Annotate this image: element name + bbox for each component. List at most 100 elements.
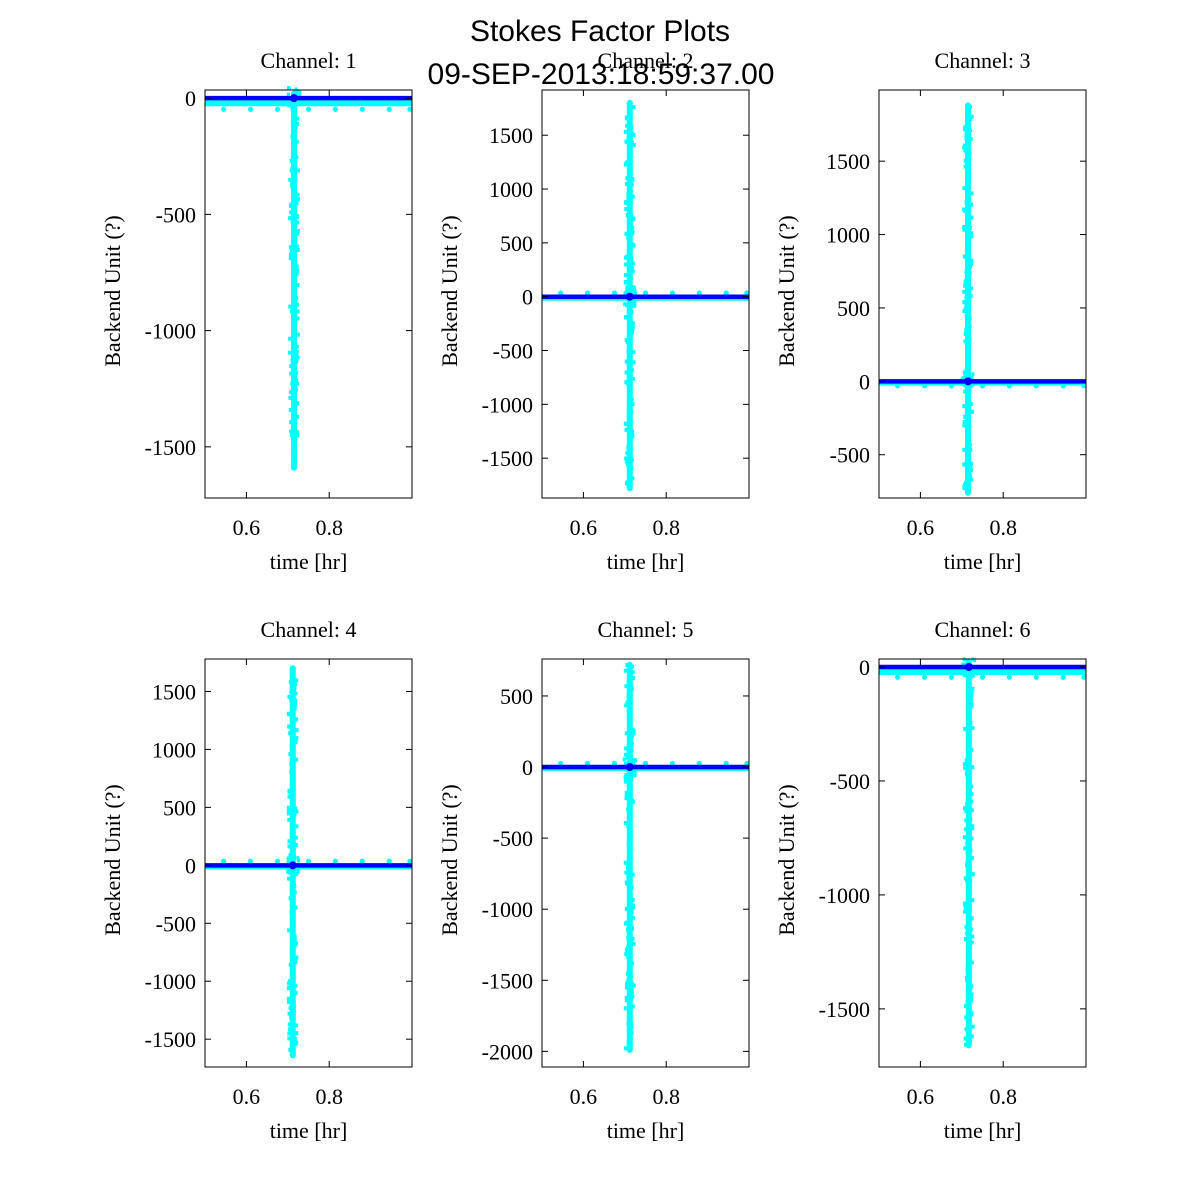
spike-point [290, 106, 294, 111]
spike-point [969, 697, 973, 702]
spike-point [286, 805, 290, 810]
spike-point [969, 883, 973, 888]
spike-point [966, 794, 970, 799]
spike-point [296, 433, 300, 438]
spike-point [966, 243, 970, 248]
spike-point [287, 724, 291, 729]
periodic-marker [669, 760, 676, 767]
spike-point [966, 767, 970, 772]
x-axis-label: time [hr] [607, 1118, 685, 1143]
spike-point [626, 692, 630, 697]
y-tick-label: -1500 [482, 968, 533, 993]
spike-point [295, 302, 299, 307]
spike-point [290, 462, 294, 467]
spike-point [969, 461, 973, 466]
spike-point [626, 979, 630, 984]
spike-point [294, 223, 298, 228]
spike-point [293, 1036, 297, 1041]
spike-point [293, 279, 297, 284]
spike-point [969, 294, 973, 299]
spike-point [626, 192, 630, 197]
spike-point [969, 447, 973, 452]
spike-point [969, 784, 973, 789]
periodic-marker [1006, 383, 1013, 389]
y-tick-label: -1000 [145, 969, 196, 994]
spike-point [967, 402, 971, 407]
spike-point [962, 462, 966, 467]
spike-point [970, 673, 974, 678]
spike-point [626, 410, 630, 415]
spike-point [632, 983, 636, 988]
spike-point [623, 775, 627, 780]
spike-point [623, 129, 627, 134]
spike-point [630, 768, 634, 773]
spike-point [633, 773, 637, 778]
periodic-marker [642, 760, 649, 767]
y-tick-label: -500 [156, 911, 196, 936]
spike-point [286, 711, 290, 716]
spike-point [625, 755, 629, 760]
spike-point [625, 954, 629, 959]
spike-point [292, 101, 296, 106]
periodic-marker [221, 106, 227, 112]
spike-point [291, 310, 295, 315]
spike-point [292, 844, 296, 849]
spike-point [970, 114, 974, 119]
spike-point [963, 414, 967, 419]
spike-point [966, 818, 970, 823]
spike-point [292, 877, 296, 882]
subplot-title: Channel: 5 [598, 617, 694, 642]
spike-point [970, 855, 974, 860]
spike-point [291, 979, 295, 984]
spike-point [971, 934, 975, 939]
y-tick-label: 1500 [826, 149, 870, 174]
spike-point [290, 358, 294, 363]
spike-point [962, 404, 966, 409]
plot-data [205, 665, 413, 1059]
spike-point [965, 265, 969, 270]
spike-point [627, 1012, 631, 1017]
spike-point [288, 680, 292, 685]
spike-point [296, 215, 300, 220]
spike-point [294, 691, 298, 696]
spike-point [625, 450, 629, 455]
spike-point [965, 851, 969, 856]
spike-point [290, 855, 294, 860]
spike-point [295, 357, 299, 362]
spike-point [625, 927, 629, 932]
y-tick-label: 0 [859, 655, 870, 680]
spike-point [963, 766, 967, 771]
periodic-marker [584, 760, 591, 767]
subplot-title: Channel: 3 [935, 48, 1031, 73]
spike-point [964, 461, 968, 466]
spike-point [624, 684, 628, 689]
periodic-marker [723, 760, 729, 767]
spike-point [626, 482, 630, 487]
spike-point [626, 135, 630, 140]
axes-frame [541, 89, 750, 499]
periodic-marker [744, 760, 750, 767]
spike-point [292, 370, 296, 375]
spike-point [968, 473, 972, 478]
periodic-marker [696, 760, 702, 767]
spike-point [293, 890, 297, 895]
spike-point [289, 801, 293, 806]
spike-point [969, 264, 973, 269]
spike-point [970, 1012, 974, 1017]
spike-point [289, 420, 293, 425]
axes-background [879, 659, 1086, 1067]
spike-point [969, 136, 973, 141]
spike-point [626, 235, 630, 240]
spike-point [963, 306, 967, 311]
spike-point [962, 127, 966, 132]
spike-point [630, 925, 634, 930]
spike-point [295, 377, 299, 382]
spike-point [628, 209, 632, 214]
spike-point [632, 143, 636, 148]
spike-point [630, 986, 634, 991]
y-tick-label: -2000 [482, 1039, 533, 1064]
spike-point [626, 823, 630, 828]
spike-point [632, 216, 636, 221]
spike-point [295, 244, 299, 249]
